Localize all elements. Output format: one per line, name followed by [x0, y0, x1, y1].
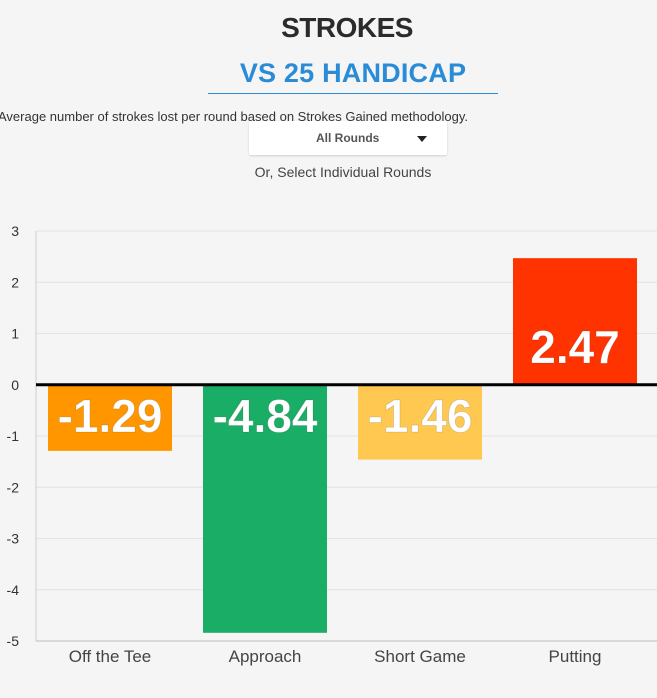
select-rounds-hint: Or, Select Individual Rounds — [254, 164, 432, 180]
x-tick-label: Short Game — [374, 647, 466, 666]
data-label: 2.47 — [530, 321, 620, 373]
y-tick-label: -5 — [7, 633, 20, 649]
chevron-down-icon — [417, 136, 427, 142]
subtitle-link[interactable]: VS 25 HANDICAP — [208, 58, 498, 94]
data-label: -1.29 — [58, 390, 163, 442]
chart-description: Average number of strokes lost per round… — [0, 109, 468, 124]
round-select-dropdown[interactable]: All Rounds — [249, 121, 447, 155]
x-tick-label: Off the Tee — [69, 647, 152, 666]
round-select-value: All Rounds — [316, 131, 380, 145]
y-tick-label: -1 — [7, 428, 20, 444]
y-tick-label: 0 — [11, 377, 19, 393]
bar — [358, 384, 482, 460]
y-tick-label: -2 — [7, 479, 20, 495]
y-tick-label: -3 — [7, 531, 20, 547]
y-tick-label: -4 — [7, 582, 20, 598]
y-tick-label: 3 — [11, 223, 19, 239]
y-tick-label: 2 — [11, 274, 19, 290]
x-tick-label: Approach — [229, 647, 302, 666]
bar — [203, 384, 327, 633]
data-label: -4.84 — [213, 390, 318, 442]
x-tick-label: Putting — [549, 647, 602, 666]
chart-subtitle: VS 25 HANDICAP — [239, 58, 467, 88]
bar — [513, 258, 637, 385]
y-tick-label: 1 — [11, 326, 19, 342]
bar — [48, 384, 172, 451]
chart-title: STROKES — [281, 12, 413, 43]
data-label: -1.46 — [368, 390, 473, 442]
